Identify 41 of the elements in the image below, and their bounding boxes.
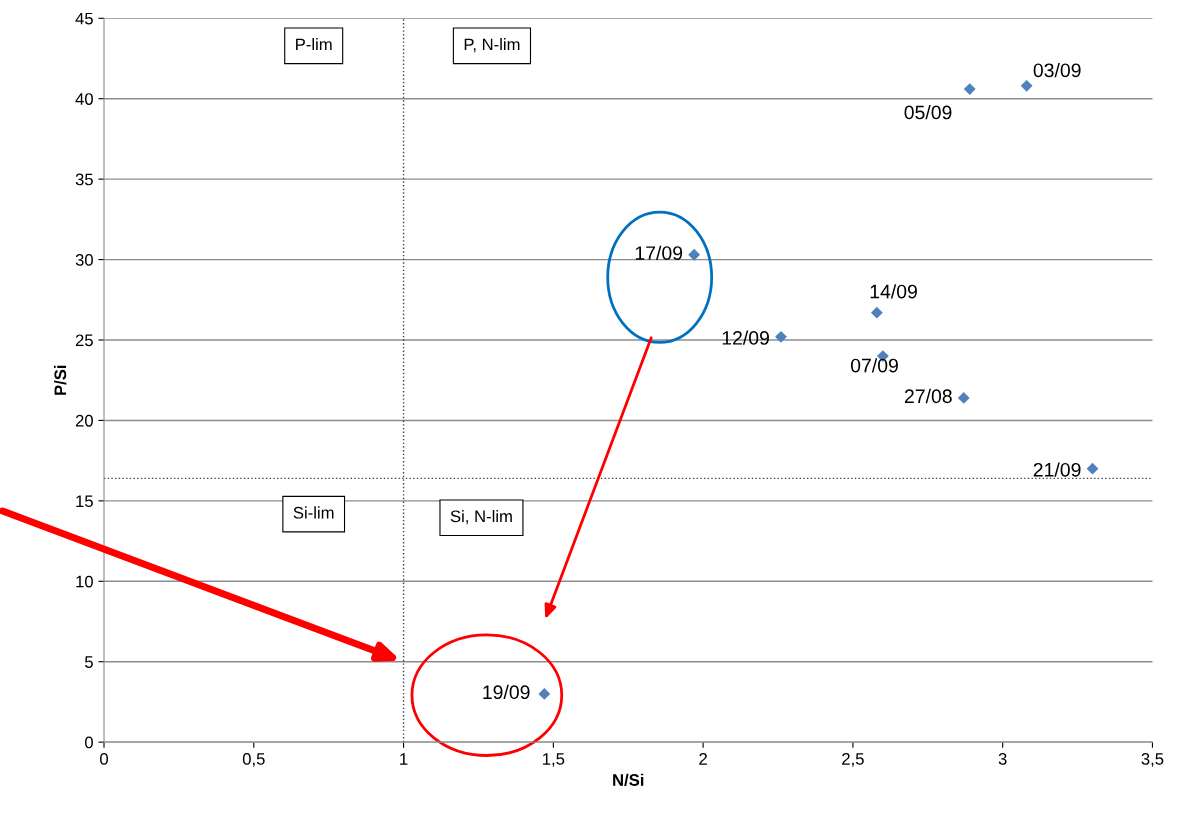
annotation: 27/08: [904, 388, 952, 404]
annotation: P, N-lim: [464, 38, 520, 53]
point: [964, 83, 976, 95]
point: [688, 249, 700, 261]
x-axis-title: N/Si: [613, 773, 644, 787]
annotation: 21/09: [1033, 462, 1081, 477]
y-tick-label: 30: [75, 253, 93, 266]
x-tick-label: 0,5: [242, 753, 265, 767]
y-tick-label: 10: [76, 575, 93, 588]
x-tick-label: 1,5: [543, 753, 565, 767]
annotation: Si-lim: [293, 506, 334, 519]
x-tick-label: 3: [998, 753, 1007, 765]
annotation: 07/09: [850, 358, 898, 373]
annotation: P-lim: [296, 38, 332, 51]
annotation: 03/09: [1033, 62, 1081, 78]
y-tick-label: 15: [76, 495, 93, 508]
point: [538, 688, 550, 700]
point: [1086, 463, 1099, 475]
y-tick-label: 40: [75, 93, 93, 105]
point: [871, 307, 883, 319]
x-tick-label: 3,5: [1141, 753, 1164, 767]
y-tick-label: 45: [75, 12, 93, 25]
annotation: 05/09: [904, 105, 952, 120]
y-tick-label: 5: [85, 656, 93, 668]
annotation: 17/09: [635, 245, 683, 260]
y-tick-label: 35: [75, 173, 93, 186]
y-tick-label: 0: [84, 736, 93, 749]
point: [775, 331, 787, 343]
annotation: 14/09: [870, 284, 917, 299]
annotation: 12/09: [722, 330, 769, 345]
annotation: Si, N-lim: [450, 509, 512, 525]
x-tick-label: 2,5: [842, 753, 864, 767]
x-tick-label: 1: [400, 753, 408, 765]
annotation: 19/09: [483, 684, 530, 700]
point: [958, 392, 970, 404]
y-tick-label: 20: [75, 414, 93, 427]
x-tick-label: 0: [100, 753, 108, 765]
y-axis-title: P/Si: [53, 365, 67, 395]
x-tick-label: 2: [699, 753, 707, 765]
y-tick-label: 25: [75, 334, 93, 347]
point: [1021, 80, 1033, 92]
